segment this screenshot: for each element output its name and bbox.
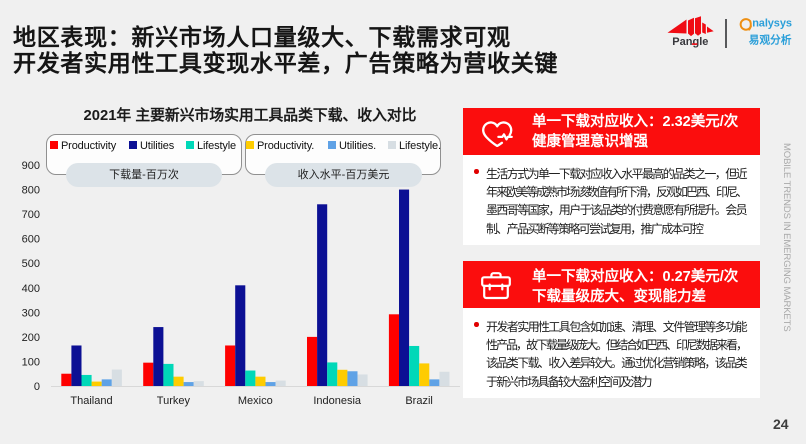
svg-text:Thailand: Thailand bbox=[70, 395, 112, 407]
svg-text:Indonesia: Indonesia bbox=[313, 395, 362, 407]
svg-text:0: 0 bbox=[34, 381, 40, 393]
svg-text:300: 300 bbox=[22, 307, 40, 319]
svg-text:Mexico: Mexico bbox=[238, 395, 273, 407]
svg-text:200: 200 bbox=[22, 332, 40, 344]
svg-text:400: 400 bbox=[22, 283, 40, 295]
svg-text:900: 900 bbox=[22, 160, 40, 172]
svg-text:Pangle: Pangle bbox=[672, 36, 708, 48]
svg-text:Turkey: Turkey bbox=[157, 395, 191, 407]
svg-text:700: 700 bbox=[22, 209, 40, 221]
svg-text:易观分析: 易观分析 bbox=[749, 33, 792, 46]
svg-text:Brazil: Brazil bbox=[405, 395, 433, 407]
svg-text:800: 800 bbox=[22, 185, 40, 197]
svg-text:600: 600 bbox=[22, 234, 40, 246]
svg-text:nalysys: nalysys bbox=[752, 18, 792, 30]
svg-text:100: 100 bbox=[22, 356, 40, 368]
svg-text:500: 500 bbox=[22, 258, 40, 270]
